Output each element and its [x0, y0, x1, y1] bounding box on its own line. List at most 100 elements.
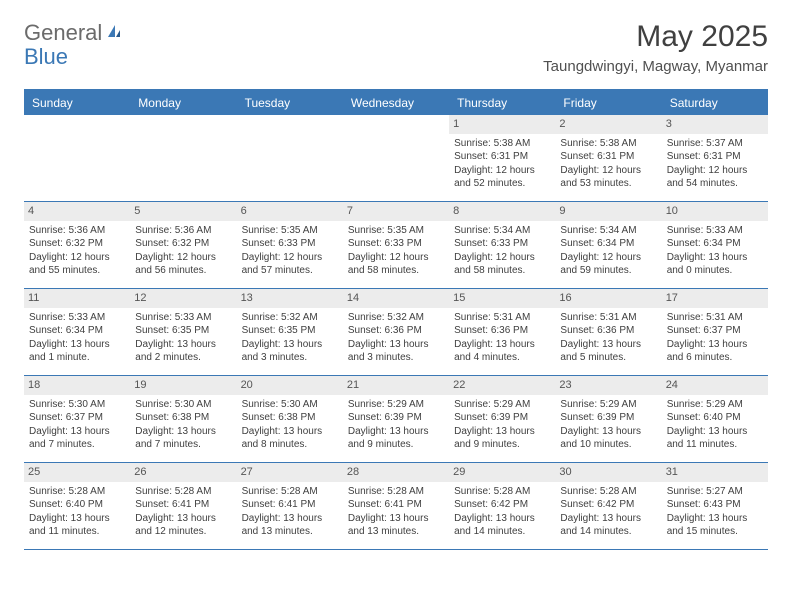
day-cell: 15Sunrise: 5:31 AMSunset: 6:36 PMDayligh… — [449, 289, 555, 375]
daylight-line: Daylight: 13 hours and 8 minutes. — [242, 425, 338, 452]
day-number: 3 — [662, 115, 768, 134]
day-number: 20 — [237, 376, 343, 395]
day-number: 31 — [662, 463, 768, 482]
day-cell: 25Sunrise: 5:28 AMSunset: 6:40 PMDayligh… — [24, 463, 130, 549]
sunrise-line: Sunrise: 5:31 AM — [454, 311, 550, 325]
sunrise-line: Sunrise: 5:28 AM — [348, 485, 444, 499]
daylight-line: Daylight: 13 hours and 3 minutes. — [348, 338, 444, 365]
day-number: 5 — [130, 202, 236, 221]
sunset-line: Sunset: 6:32 PM — [135, 237, 231, 251]
day-number: 8 — [449, 202, 555, 221]
daylight-line: Daylight: 12 hours and 57 minutes. — [242, 251, 338, 278]
day-header-cell: Tuesday — [237, 91, 343, 115]
day-cell: 12Sunrise: 5:33 AMSunset: 6:35 PMDayligh… — [130, 289, 236, 375]
sunrise-line: Sunrise: 5:30 AM — [242, 398, 338, 412]
daylight-line: Daylight: 13 hours and 3 minutes. — [242, 338, 338, 365]
daylight-line: Daylight: 13 hours and 10 minutes. — [560, 425, 656, 452]
sunset-line: Sunset: 6:34 PM — [560, 237, 656, 251]
day-cell: 29Sunrise: 5:28 AMSunset: 6:42 PMDayligh… — [449, 463, 555, 549]
day-cell: 1Sunrise: 5:38 AMSunset: 6:31 PMDaylight… — [449, 115, 555, 201]
sunset-line: Sunset: 6:32 PM — [29, 237, 125, 251]
day-cell: 10Sunrise: 5:33 AMSunset: 6:34 PMDayligh… — [662, 202, 768, 288]
sunrise-line: Sunrise: 5:37 AM — [667, 137, 763, 151]
sunrise-line: Sunrise: 5:35 AM — [242, 224, 338, 238]
day-number: 14 — [343, 289, 449, 308]
sunrise-line: Sunrise: 5:33 AM — [29, 311, 125, 325]
sunset-line: Sunset: 6:31 PM — [454, 150, 550, 164]
sunset-line: Sunset: 6:40 PM — [667, 411, 763, 425]
sunrise-line: Sunrise: 5:34 AM — [454, 224, 550, 238]
sunrise-line: Sunrise: 5:35 AM — [348, 224, 444, 238]
week-row: 11Sunrise: 5:33 AMSunset: 6:34 PMDayligh… — [24, 289, 768, 376]
day-number: 30 — [555, 463, 661, 482]
day-number: 24 — [662, 376, 768, 395]
sunrise-line: Sunrise: 5:28 AM — [135, 485, 231, 499]
daylight-line: Daylight: 12 hours and 59 minutes. — [560, 251, 656, 278]
day-cell: 11Sunrise: 5:33 AMSunset: 6:34 PMDayligh… — [24, 289, 130, 375]
daylight-line: Daylight: 13 hours and 9 minutes. — [348, 425, 444, 452]
sunrise-line: Sunrise: 5:29 AM — [667, 398, 763, 412]
day-number: 2 — [555, 115, 661, 134]
day-cell: 26Sunrise: 5:28 AMSunset: 6:41 PMDayligh… — [130, 463, 236, 549]
sunset-line: Sunset: 6:36 PM — [454, 324, 550, 338]
day-number: 6 — [237, 202, 343, 221]
header: General May 2025 Taungdwingyi, Magway, M… — [24, 20, 768, 75]
day-cell: 20 Sunrise: 5:30 AMSunset: 6:38 PMDayligh… — [237, 376, 343, 462]
sunset-line: Sunset: 6:39 PM — [454, 411, 550, 425]
daylight-line: Daylight: 13 hours and 5 minutes. — [560, 338, 656, 365]
logo-text-general: General — [24, 20, 102, 46]
day-number: 15 — [449, 289, 555, 308]
sunset-line: Sunset: 6:41 PM — [242, 498, 338, 512]
logo-sail-icon — [106, 23, 122, 39]
logo-text-blue: Blue — [24, 44, 68, 69]
day-header-cell: Wednesday — [343, 91, 449, 115]
sunrise-line: Sunrise: 5:34 AM — [560, 224, 656, 238]
day-cell — [237, 115, 343, 201]
day-number: 12 — [130, 289, 236, 308]
sunset-line: Sunset: 6:41 PM — [135, 498, 231, 512]
sunset-line: Sunset: 6:35 PM — [135, 324, 231, 338]
daylight-line: Daylight: 13 hours and 1 minute. — [29, 338, 125, 365]
daylight-line: Daylight: 13 hours and 15 minutes. — [667, 512, 763, 539]
day-cell — [24, 115, 130, 201]
calendar: SundayMondayTuesdayWednesdayThursdayFrid… — [24, 89, 768, 550]
location: Taungdwingyi, Magway, Myanmar — [543, 58, 768, 75]
sunset-line: Sunset: 6:36 PM — [348, 324, 444, 338]
week-row: 25Sunrise: 5:28 AMSunset: 6:40 PMDayligh… — [24, 463, 768, 550]
day-cell: 21Sunrise: 5:29 AMSunset: 6:39 PMDayligh… — [343, 376, 449, 462]
sunrise-line: Sunrise: 5:38 AM — [454, 137, 550, 151]
sunset-line: Sunset: 6:34 PM — [29, 324, 125, 338]
day-number: 25 — [24, 463, 130, 482]
day-cell: 5Sunrise: 5:36 AMSunset: 6:32 PMDaylight… — [130, 202, 236, 288]
day-cell: 8Sunrise: 5:34 AMSunset: 6:33 PMDaylight… — [449, 202, 555, 288]
sunrise-line: Sunrise: 5:31 AM — [560, 311, 656, 325]
daylight-line: Daylight: 13 hours and 9 minutes. — [454, 425, 550, 452]
sunset-line: Sunset: 6:36 PM — [560, 324, 656, 338]
daylight-line: Daylight: 13 hours and 0 minutes. — [667, 251, 763, 278]
day-number: 13 — [237, 289, 343, 308]
day-cell: 16Sunrise: 5:31 AMSunset: 6:36 PMDayligh… — [555, 289, 661, 375]
day-cell: 31Sunrise: 5:27 AMSunset: 6:43 PMDayligh… — [662, 463, 768, 549]
daylight-line: Daylight: 13 hours and 7 minutes. — [135, 425, 231, 452]
sunset-line: Sunset: 6:42 PM — [454, 498, 550, 512]
day-number: 22 — [449, 376, 555, 395]
day-header-row: SundayMondayTuesdayWednesdayThursdayFrid… — [24, 91, 768, 115]
daylight-line: Daylight: 13 hours and 7 minutes. — [29, 425, 125, 452]
day-header-cell: Monday — [130, 91, 236, 115]
day-number: 10 — [662, 202, 768, 221]
sunrise-line: Sunrise: 5:36 AM — [29, 224, 125, 238]
sunset-line: Sunset: 6:37 PM — [29, 411, 125, 425]
day-cell: 2Sunrise: 5:38 AMSunset: 6:31 PMDaylight… — [555, 115, 661, 201]
day-cell: 30Sunrise: 5:28 AMSunset: 6:42 PMDayligh… — [555, 463, 661, 549]
day-header-cell: Friday — [555, 91, 661, 115]
sunrise-line: Sunrise: 5:32 AM — [348, 311, 444, 325]
sunset-line: Sunset: 6:37 PM — [667, 324, 763, 338]
day-cell — [130, 115, 236, 201]
daylight-line: Daylight: 13 hours and 14 minutes. — [560, 512, 656, 539]
day-cell: 22Sunrise: 5:29 AMSunset: 6:39 PMDayligh… — [449, 376, 555, 462]
daylight-line: Daylight: 12 hours and 54 minutes. — [667, 164, 763, 191]
sunset-line: Sunset: 6:38 PM — [242, 411, 338, 425]
day-number: 4 — [24, 202, 130, 221]
day-cell: 19Sunrise: 5:30 AMSunset: 6:38 PMDayligh… — [130, 376, 236, 462]
sunrise-line: Sunrise: 5:32 AM — [242, 311, 338, 325]
